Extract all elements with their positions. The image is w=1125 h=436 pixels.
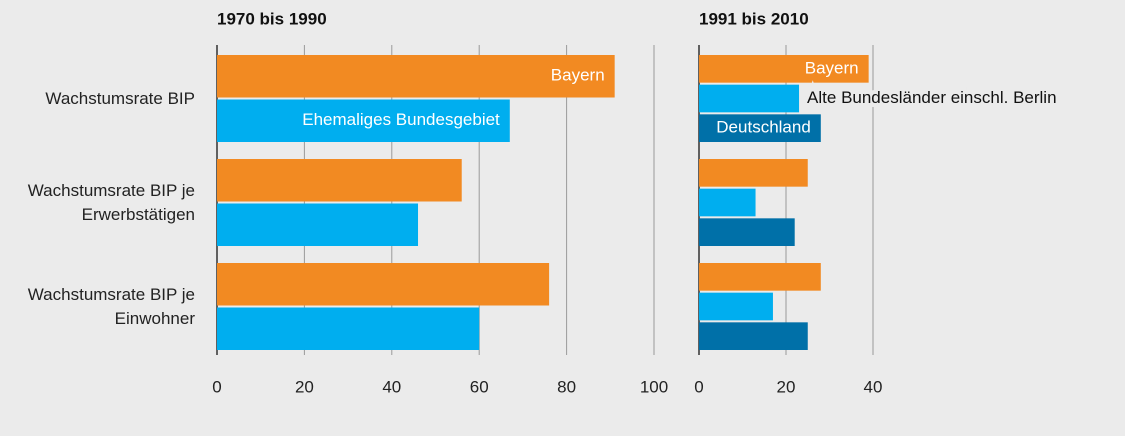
x-tick-label: 20 — [295, 377, 314, 396]
bar — [217, 203, 419, 246]
category-label: Wachstumsrate BIP je Erwerbstätigen — [27, 180, 195, 224]
series-label: Deutschland — [716, 118, 811, 137]
series-label: Ehemaliges Bundesgebiet — [302, 110, 500, 129]
x-tick-label: 60 — [470, 377, 489, 396]
bar — [699, 55, 869, 83]
panel-title: 1991 bis 2010 — [699, 9, 809, 28]
bar — [699, 84, 800, 113]
bar — [217, 55, 615, 98]
x-tick-label: 20 — [777, 377, 796, 396]
bar — [217, 263, 550, 306]
category-label: Wachstumsrate BIP je Einwohner — [27, 284, 195, 328]
bar — [699, 188, 756, 217]
bar — [699, 263, 821, 291]
bar — [699, 114, 821, 142]
x-tick-label: 0 — [694, 377, 703, 396]
series-label: Bayern — [805, 58, 859, 77]
bar — [217, 99, 510, 142]
bar — [699, 292, 773, 321]
bar — [699, 322, 808, 350]
x-tick-label: 40 — [382, 377, 401, 396]
x-tick-label: 100 — [640, 377, 668, 396]
bar — [217, 159, 462, 202]
x-tick-label: 40 — [864, 377, 883, 396]
series-label: Bayern — [551, 66, 605, 85]
bar — [217, 307, 480, 350]
category-label: Wachstumsrate BIP — [45, 88, 195, 108]
bar — [699, 159, 808, 187]
series-label: Alte Bundesländer einschl. Berlin — [807, 88, 1056, 107]
x-tick-label: 80 — [557, 377, 576, 396]
bar — [699, 218, 795, 246]
x-tick-label: 0 — [212, 377, 221, 396]
panel-title: 1970 bis 1990 — [217, 9, 327, 28]
